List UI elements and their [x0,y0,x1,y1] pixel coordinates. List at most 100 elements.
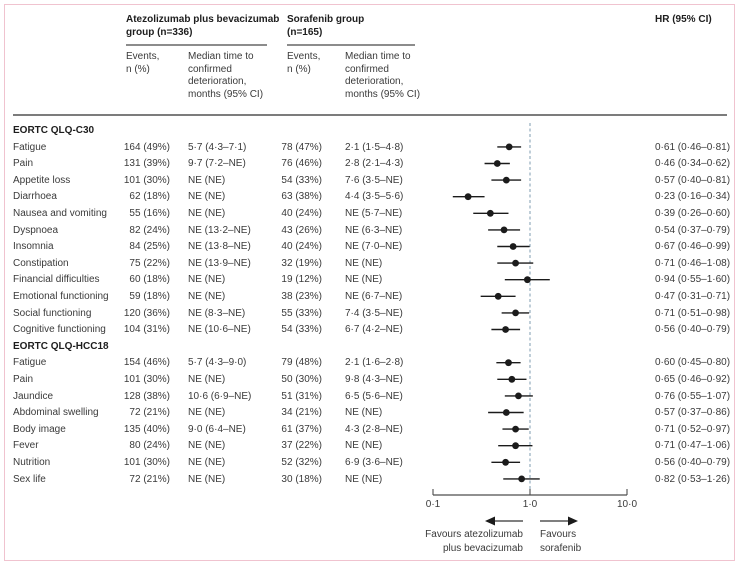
sorafenib-median-cell: NE (NE) [345,407,383,419]
sorafenib-events-cell: 43 (26%) [281,224,322,236]
hr-ci-cell: 0·71 (0·47–1·06) [655,440,731,452]
section-header-label: EORTC QLQ-C30 [13,125,95,136]
hr-point [500,226,508,234]
hr-point [523,276,531,284]
x-axis-tick-label: 10·0 [616,499,638,510]
atezo-median-cell: NE (NE) [188,440,226,452]
atezo-events-cell: 59 (18%) [129,291,170,302]
sorafenib-median-cell: NE (NE) [345,257,383,269]
atezo-events-cell: 101 (30%) [123,457,170,468]
row-label: Cognitive functioning [13,324,106,336]
hr-point [509,243,517,250]
column-header-hr: HR (95% CI) [655,14,712,25]
row-label: Abdominal swelling [13,407,99,419]
hr-point [512,309,519,317]
sorafenib-events-cell: 76 (46%) [281,158,322,170]
sorafenib-median-cell: NE (NE) [345,274,383,286]
atezo-median-cell: NE (NE) [188,174,226,186]
hr-ci-cell: 0·71 (0·52–0·97) [655,423,731,435]
hr-point [502,326,509,333]
hr-ci-cell: 0·57 (0·37–0·86) [655,407,731,419]
hr-point [502,409,510,416]
sorafenib-median-cell: NE (NE) [345,440,383,452]
hr-ci-cell: 0·47 (0·31–0·71) [655,291,731,302]
table-row: Pain 101 (30%) NE (NE) 50 (30%) 9·8 (4·3–NE)… [0,371,742,388]
table-row: Nutrition 101 (30%) NE (NE) 52 (32%) 6·9 (3·… [0,454,742,471]
sorafenib-events-cell: 19 (12%) [281,274,322,286]
hr-point [494,292,502,300]
atezo-events-cell: 72 (21%) [129,407,170,419]
sorafenib-median-cell: NE (6·7–NE) [345,291,403,302]
subheader-events-group2: Events, n (%) [287,51,321,75]
hr-ci-cell: 0·67 (0·46–0·99) [655,241,731,253]
favours-left-arrow-icon [485,516,523,526]
table-top-rule [13,114,727,116]
hr-ci-cell: 0·56 (0·40–0·79) [655,324,731,336]
sorafenib-median-cell: 2·8 (2·1–4·3) [345,158,404,170]
hr-ci-cell: 0·82 (0·53–1·26) [655,473,731,485]
table-row: Cognitive functioning 104 (31%) NE (10·6–N… [0,321,742,338]
atezo-events-cell: 101 (30%) [123,374,170,385]
sorafenib-events-cell: 40 (24%) [281,208,322,219]
atezo-median-cell: NE (8·3–NE) [188,307,246,319]
sorafenib-events-cell: 61 (37%) [281,423,322,435]
sorafenib-median-cell: 6·7 (4·2–NE) [345,324,403,336]
sorafenib-median-cell: 4·4 (3·5–5·6) [345,191,404,203]
atezo-median-cell: NE (NE) [188,407,226,419]
atezo-events-cell: 72 (21%) [129,473,170,485]
atezo-median-cell: NE (NE) [188,473,226,485]
column-header-sorafenib-group: Sorafenib group (n=165) [287,14,365,38]
sorafenib-median-cell: NE (6·3–NE) [345,224,403,236]
hr-point [493,160,501,167]
sorafenib-median-cell: 2·1 (1·6–2·8) [345,357,404,369]
sorafenib-median-cell: 7·6 (3·5–NE) [345,174,403,186]
sorafenib-median-cell: 6·5 (5·6–NE) [345,390,403,402]
atezo-median-cell: NE (NE) [188,374,226,385]
section-header-row: EORTC QLQ-HCC18 [0,338,742,355]
sorafenib-events-cell: 52 (32%) [281,457,322,468]
table-row: Abdominal swelling 72 (21%) NE (NE) 34 (21%… [0,404,742,421]
sorafenib-median-cell: 6·9 (3·6–NE) [345,457,403,468]
sorafenib-events-cell: 55 (33%) [281,307,322,319]
subheader-median-group1: Median time to confirmed deterioration, … [188,51,264,100]
row-label: Nausea and vomiting [13,208,107,219]
hr-point [505,359,512,367]
section-header-label: EORTC QLQ-HCC18 [13,340,109,352]
sorafenib-events-cell: 54 (33%) [281,324,322,336]
hr-point [502,176,510,184]
column-header-atezolizumab-group: Atezolizumab plus bevacizumab group (n=3… [126,14,280,38]
hr-ci-cell: 0·56 (0·40–0·79) [655,457,731,468]
hr-ci-cell: 0·65 (0·46–0·92) [655,374,731,385]
table-row: Emotional functioning 59 (18%) NE (NE) 38 (… [0,288,742,305]
row-label: Diarrhoea [13,191,57,203]
atezo-events-cell: 62 (18%) [129,191,170,203]
sorafenib-events-cell: 63 (38%) [281,191,322,203]
atezo-median-cell: 9·0 (6·4–NE) [188,423,246,435]
atezo-median-cell: NE (NE) [188,274,226,286]
hr-point [518,475,526,483]
atezo-events-cell: 75 (22%) [129,257,170,269]
sorafenib-events-cell: 34 (21%) [281,407,322,419]
favours-right-arrow-icon [540,516,578,526]
table-row: Body image 135 (40%) 9·0 (6·4–NE) 61 (37%) 4… [0,421,742,438]
hr-ci-cell: 0·39 (0·26–0·60) [655,208,731,219]
sorafenib-median-cell: NE (5·7–NE) [345,208,403,219]
hr-ci-cell: 0·61 (0·46–0·81) [655,141,731,153]
table-row: Constipation 75 (22%) NE (13·9–NE) 32 (19%)… [0,255,742,272]
hr-ci-cell: 0·71 (0·51–0·98) [655,307,731,319]
subheader-events-group1: Events, n (%) [126,51,160,75]
sorafenib-events-cell: 38 (23%) [281,291,322,302]
x-axis-tick-label: 1·0 [522,499,538,510]
atezo-events-cell: 154 (46%) [123,357,170,369]
table-row: Sex life 72 (21%) NE (NE) 30 (18%) NE (NE) 0·… [0,471,742,488]
hr-ci-cell: 0·71 (0·46–1·08) [655,257,731,269]
atezo-events-cell: 104 (31%) [123,324,170,336]
table-row: Social functioning 120 (36%) NE (8·3–NE) 55… [0,305,742,322]
atezo-median-cell: NE (NE) [188,291,226,302]
atezo-median-cell: NE (10·6–NE) [188,324,251,336]
sorafenib-median-cell: NE (NE) [345,473,383,485]
row-label: Fatigue [13,141,47,153]
row-label: Insomnia [13,241,54,253]
atezo-median-cell: NE (13·2–NE) [188,224,251,236]
